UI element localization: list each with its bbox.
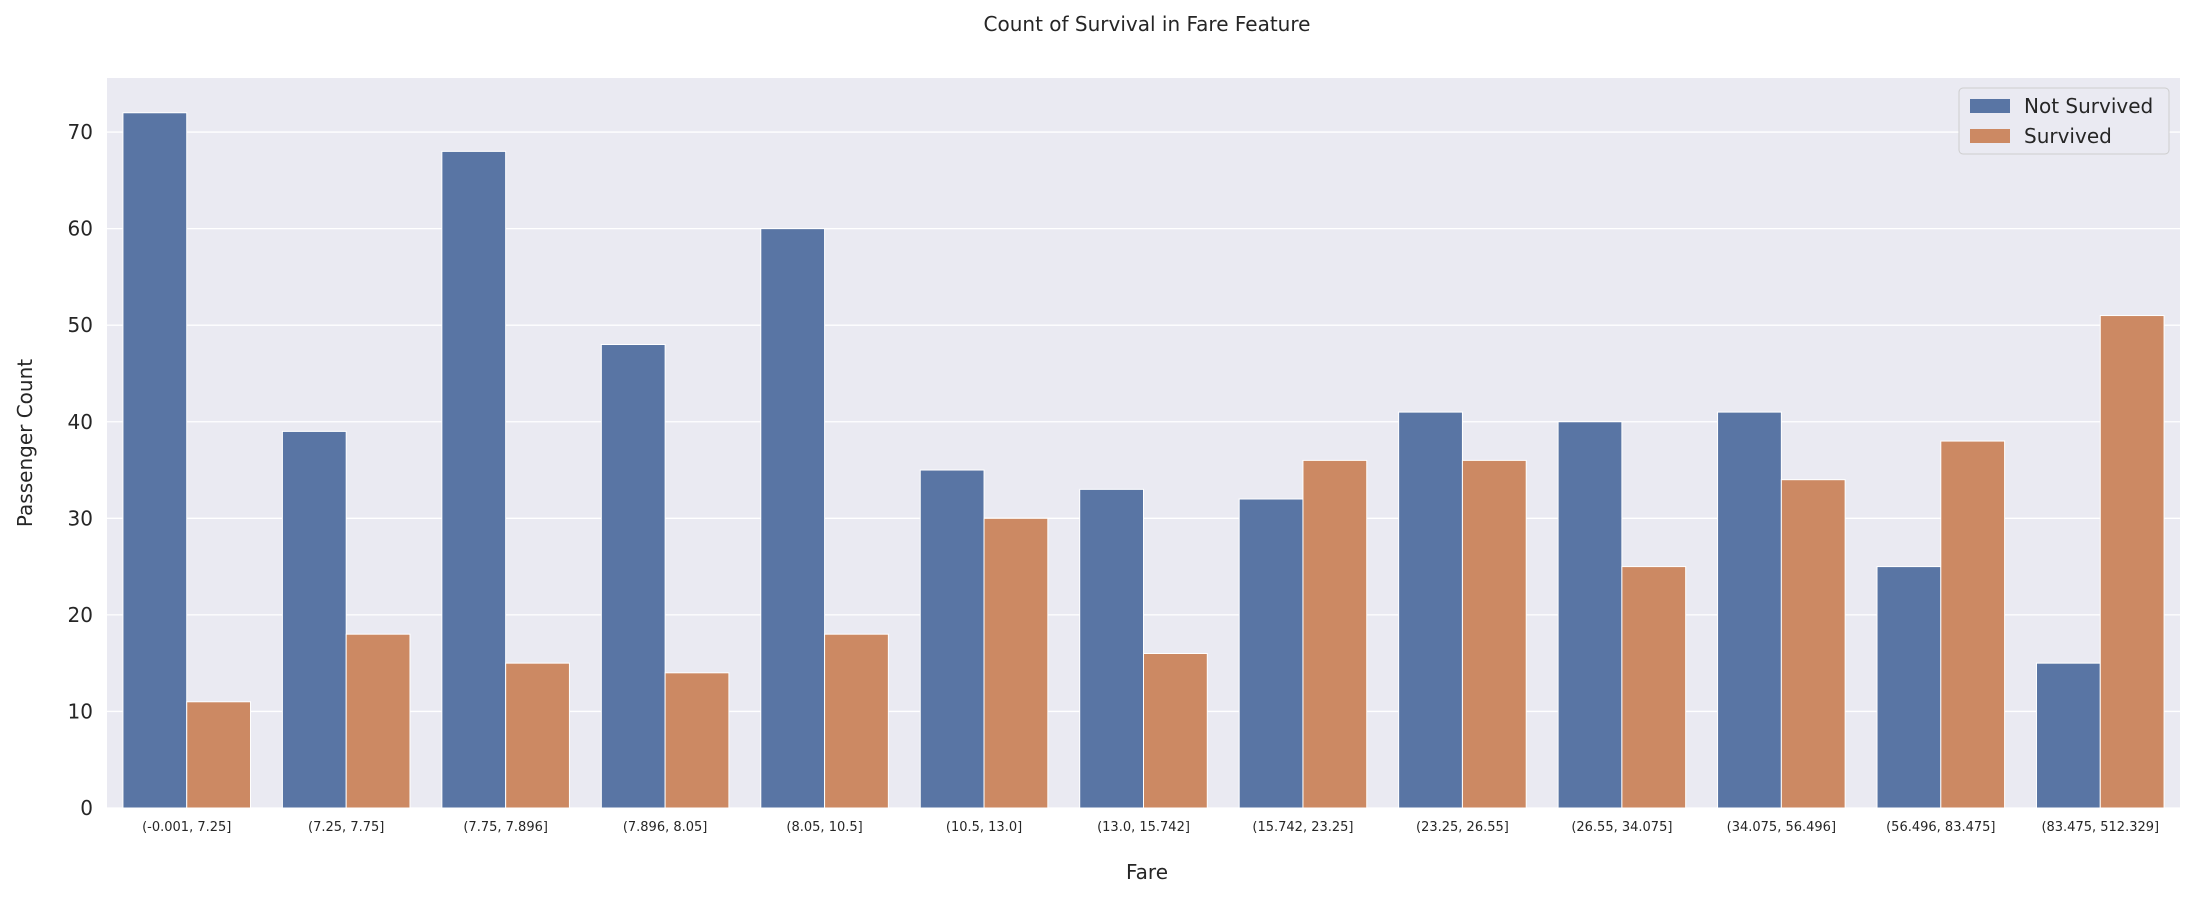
bar-survived [345, 633, 411, 809]
bar-survived [1780, 479, 1846, 809]
x-tick-label: (23.25, 26.55] [1416, 820, 1509, 835]
bar-survived [1940, 440, 2006, 809]
bar-not-survived [2035, 662, 2101, 809]
x-tick-label: (83.475, 512.329] [2041, 820, 2159, 835]
y-tick-label: 60 [68, 217, 93, 241]
y-axis-label: Passenger Count [13, 359, 37, 527]
bar-not-survived [1079, 488, 1144, 809]
x-axis-ticks: (-0.001, 7.25] (7.25, 7.75] (7.75, 7.896] (… [142, 820, 2159, 835]
bar-not-survived [1717, 411, 1782, 809]
legend-box [1958, 87, 2170, 155]
x-tick-label: (34.075, 56.496] [1727, 820, 1836, 835]
x-tick-label: (8.05, 10.5] [786, 820, 862, 835]
y-tick-label: 0 [80, 796, 93, 820]
bar-not-survived [919, 469, 985, 809]
x-tick-label: (7.896, 8.05] [623, 820, 708, 835]
bar-not-survived [122, 112, 188, 809]
legend-swatch [1970, 129, 2010, 143]
legend: Not Survived Survived [1958, 87, 2170, 155]
bar-survived [1143, 653, 1208, 809]
y-tick-label: 50 [68, 313, 93, 337]
y-tick-label: 40 [68, 410, 93, 434]
legend-label: Survived [2024, 124, 2112, 148]
x-tick-label: (13.0, 15.742] [1097, 820, 1190, 835]
y-tick-label: 30 [68, 506, 93, 530]
bar-survived [1621, 566, 1687, 809]
bar-survived [1461, 459, 1527, 809]
legend-swatch [1970, 99, 2010, 113]
y-tick-label: 20 [68, 603, 93, 627]
x-tick-label: (7.75, 7.896] [463, 820, 548, 835]
x-axis-label: Fare [1126, 860, 1168, 884]
bar-not-survived [1557, 421, 1623, 809]
bar-not-survived [281, 430, 347, 809]
x-tick-label: (15.742, 23.25] [1252, 820, 1353, 835]
y-tick-label: 10 [68, 699, 93, 723]
bar-survived [505, 662, 570, 809]
legend-label: Not Survived [2024, 94, 2153, 118]
bar-not-survived [1238, 498, 1304, 809]
bar-not-survived [760, 228, 826, 809]
chart-title: Count of Survival in Fare Feature [984, 12, 1311, 36]
bar-not-survived [441, 150, 507, 809]
bar-survived [824, 633, 889, 809]
y-tick-label: 70 [68, 120, 93, 144]
x-tick-label: (10.5, 13.0] [946, 820, 1022, 835]
x-tick-label: (-0.001, 7.25] [142, 820, 231, 835]
bar-survived [2099, 315, 2165, 809]
bar-not-survived [600, 344, 666, 809]
bar-not-survived [1876, 566, 1942, 809]
bar-not-survived [1398, 411, 1463, 809]
x-tick-label: (56.496, 83.475] [1886, 820, 1995, 835]
y-axis-ticks: 0 10 20 30 40 50 60 70 [68, 120, 93, 820]
x-tick-label: (26.55, 34.075] [1571, 820, 1672, 835]
bar-survived [983, 517, 1049, 809]
bar-survived [1302, 459, 1368, 809]
bar-survived [664, 672, 730, 809]
bars [122, 112, 2165, 809]
x-tick-label: (7.25, 7.75] [308, 820, 384, 835]
bar-survived [186, 701, 252, 809]
